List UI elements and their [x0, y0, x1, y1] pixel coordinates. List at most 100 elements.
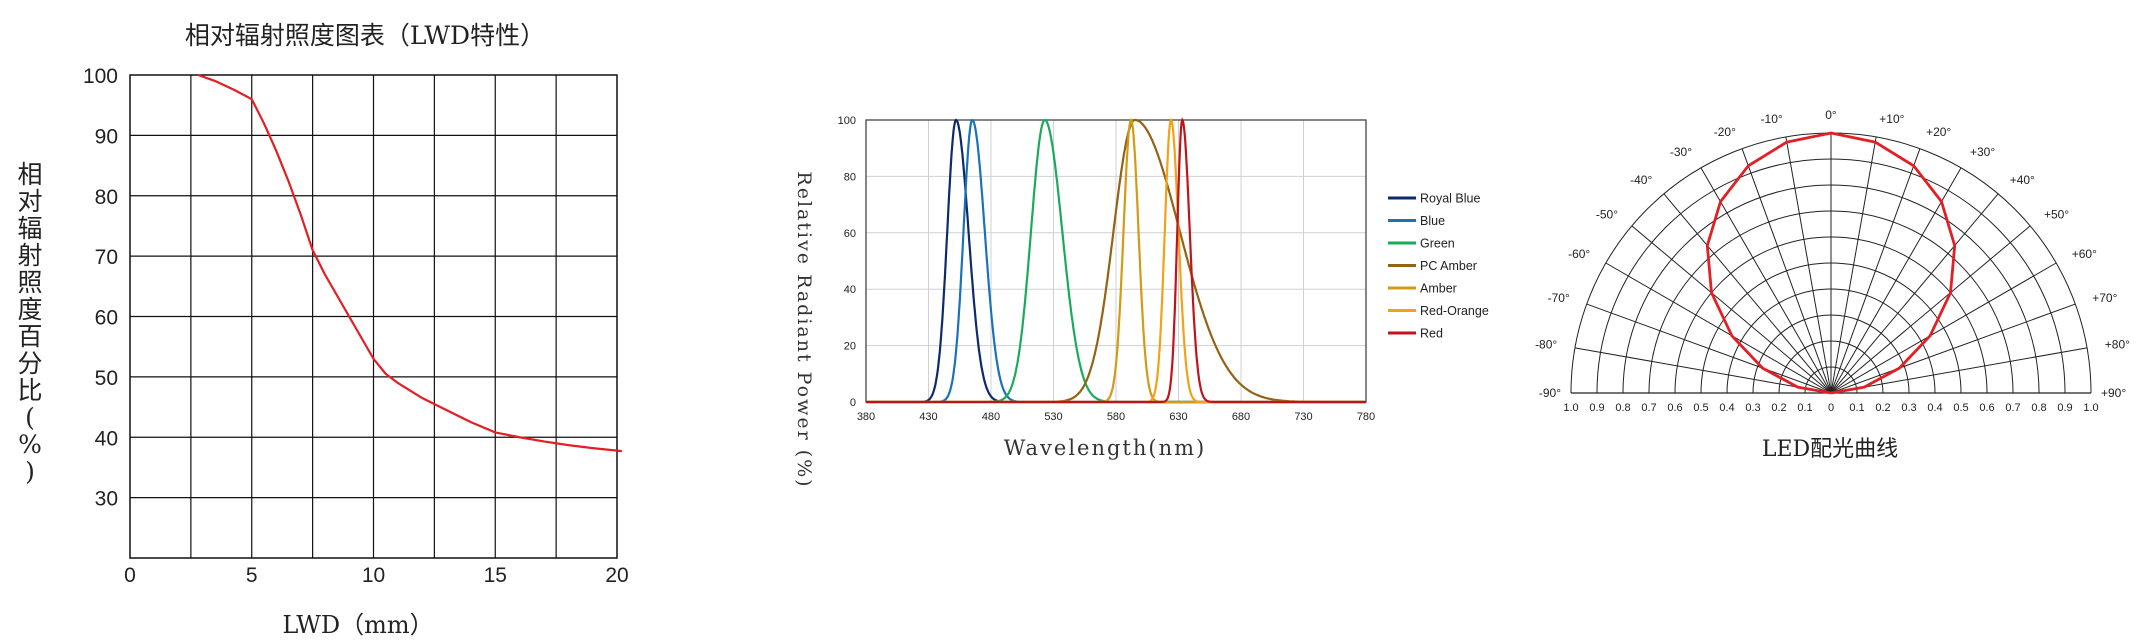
chart1-series — [197, 73, 622, 453]
chart3-grid-spoke — [1574, 347, 1832, 394]
chart3-grid-spoke — [1741, 148, 1832, 394]
chart3-angle-label: +30° — [1970, 145, 1995, 159]
chart1-title: 相对辐射照度图表（LWD特性） — [185, 21, 545, 50]
chart2-x-tick-label: 430 — [919, 411, 937, 423]
chart1-y-axis-label: 相对辐射照度百分比(%) — [17, 160, 42, 486]
chart1-x-tick-label: 10 — [362, 564, 385, 587]
chart2-y-tick-label: 20 — [844, 341, 856, 353]
chart3-angle-label: -50° — [1596, 207, 1618, 221]
chart2-y-tick-label: 60 — [844, 228, 856, 240]
chart2-legend-label: Royal Blue — [1420, 192, 1480, 206]
chart3-angle-label: -90° — [1539, 386, 1561, 400]
chart1-x-tick-label: 5 — [246, 564, 258, 587]
chart2-legend-label: Amber — [1420, 282, 1457, 296]
chart2-x-tick-label: 680 — [1232, 411, 1250, 423]
chart2-y-tick-label: 100 — [838, 115, 856, 127]
chart2-legend-label: PC Amber — [1420, 259, 1477, 273]
chart2-x-ticks: 380 430 480 530 580 630 680 730 780 — [857, 411, 1375, 423]
chart3-angle-label: +20° — [1926, 125, 1951, 139]
chart1-y-tick-label: 80 — [95, 186, 118, 209]
chart3-grid-spoke — [1830, 262, 2057, 394]
chart1-y-ticks: 30 40 50 60 70 80 90 100 — [83, 65, 118, 511]
chart3-grid — [1570, 132, 2092, 394]
chart3-radial-tick-label: 0.7 — [1641, 402, 1656, 414]
chart3-angle-label: +50° — [2044, 207, 2069, 221]
chart3-angle-labels: -90° -80° -70° -60° -50° -40° -30° -20° -10° 0° +1… — [1535, 108, 2130, 400]
chart1-x-tick-label: 15 — [484, 564, 507, 587]
chart3-radial-tick-label: 0.9 — [2057, 402, 2072, 414]
chart3-radial-tick-label: 0.8 — [1615, 402, 1630, 414]
chart2-x-tick-label: 730 — [1294, 411, 1312, 423]
chart3-grid-spoke — [1586, 303, 1832, 394]
chart3-grid-spoke — [1830, 148, 1921, 394]
chart2-series — [866, 117, 1366, 404]
chart2-y-tick-label: 40 — [844, 284, 856, 296]
chart2-x-axis-label: Wavelength(nm) — [1004, 436, 1206, 460]
chart1-x-tick-label: 0 — [124, 564, 136, 587]
chart3-angle-label: -60° — [1568, 247, 1590, 261]
chart3-grid-spoke — [1605, 262, 1832, 394]
chart3-angle-label: -70° — [1548, 291, 1570, 305]
chart3-grid-spoke — [1700, 167, 1832, 394]
chart3-radial-tick-label: 0.5 — [1693, 402, 1708, 414]
chart3-angle-label: -80° — [1535, 338, 1557, 352]
chart3-radial-tick-label: 0.2 — [1771, 402, 1786, 414]
chart3-angle-label: +90° — [2101, 386, 2126, 400]
chart2-x-tick-label: 580 — [1107, 411, 1125, 423]
chart1-y-tick-label: 100 — [83, 65, 118, 88]
chart1-x-tick-label: 20 — [605, 564, 628, 587]
chart3-radial-tick-label: 1.0 — [1563, 402, 1578, 414]
chart2-legend-label: Green — [1420, 237, 1455, 251]
chart3-radial-tick-label: 0.9 — [1589, 402, 1604, 414]
chart3-radial-tick-label: 0.3 — [1745, 402, 1760, 414]
chart3-angle-label: -20° — [1714, 125, 1736, 139]
chart3-grid-spoke — [1830, 303, 2076, 394]
chart2-legend-label: Blue — [1420, 214, 1445, 228]
chart3-angle-label: -30° — [1670, 145, 1692, 159]
chart3-radial-tick-label: 0.2 — [1875, 402, 1890, 414]
chart1-x-axis-label: LWD（mm） — [282, 611, 433, 639]
chart2-y-tick-label: 80 — [844, 171, 856, 183]
chart2-x-tick-label: 630 — [1169, 411, 1187, 423]
chart3-grid-spoke — [1830, 167, 1962, 394]
chart3-grid-spoke — [1830, 225, 2031, 394]
chart2-y-ticks: 0 20 40 60 80 100 — [838, 115, 856, 409]
chart2-x-tick-label: 530 — [1044, 411, 1062, 423]
chart2-x-tick-label: 480 — [982, 411, 1000, 423]
chart1-y-tick-label: 30 — [95, 488, 118, 511]
chart1-y-tick-label: 60 — [95, 307, 118, 330]
chart3-radial-tick-label: 0.7 — [2005, 402, 2020, 414]
chart1-y-tick-label: 70 — [95, 246, 118, 269]
chart2-legend: Royal Blue Blue Green PC Amber Amber Red-Oran… — [1388, 192, 1489, 341]
chart3-angle-label: +80° — [2105, 338, 2130, 352]
chart3-grid-spoke — [1631, 225, 1832, 394]
chart3-radial-tick-label: 0.1 — [1849, 402, 1864, 414]
chart3-grid-spoke — [1830, 347, 2088, 394]
chart1-series-line — [197, 73, 622, 453]
chart3-radial-tick-label: 0.1 — [1797, 402, 1812, 414]
chart2-x-tick-label: 780 — [1357, 411, 1375, 423]
chart1-x-ticks: 0 5 10 15 20 — [124, 564, 629, 587]
chart2-legend-label: Red-Orange — [1420, 304, 1489, 318]
chart3-grid-spoke — [1663, 193, 1832, 394]
chart2-legend-label: Red — [1420, 327, 1443, 341]
chart1-y-tick-label: 40 — [95, 427, 118, 450]
chart3-radial-tick-label: 0.6 — [1667, 402, 1682, 414]
chart3-radial-tick-label: 0.4 — [1927, 402, 1942, 414]
chart3-angle-label: 0° — [1825, 108, 1837, 122]
chart3-series-curve — [1705, 131, 1957, 395]
chart3-radial-tick-label: 0.8 — [2031, 402, 2046, 414]
chart3-radial-tick-label: 0.5 — [1953, 402, 1968, 414]
chart2-series-line — [866, 117, 1366, 404]
chart2-x-tick-label: 380 — [857, 411, 875, 423]
chart3-radial-tick-label: 0.4 — [1719, 402, 1734, 414]
chart3-grid-spoke — [1830, 136, 1877, 394]
chart3-angle-label: -10° — [1761, 112, 1783, 126]
chart3-angle-label: +70° — [2092, 291, 2117, 305]
chart3-radial-tick-label: 0.3 — [1901, 402, 1916, 414]
chart3-angle-label: +40° — [2010, 173, 2035, 187]
chart1-y-tick-label: 90 — [95, 125, 118, 148]
